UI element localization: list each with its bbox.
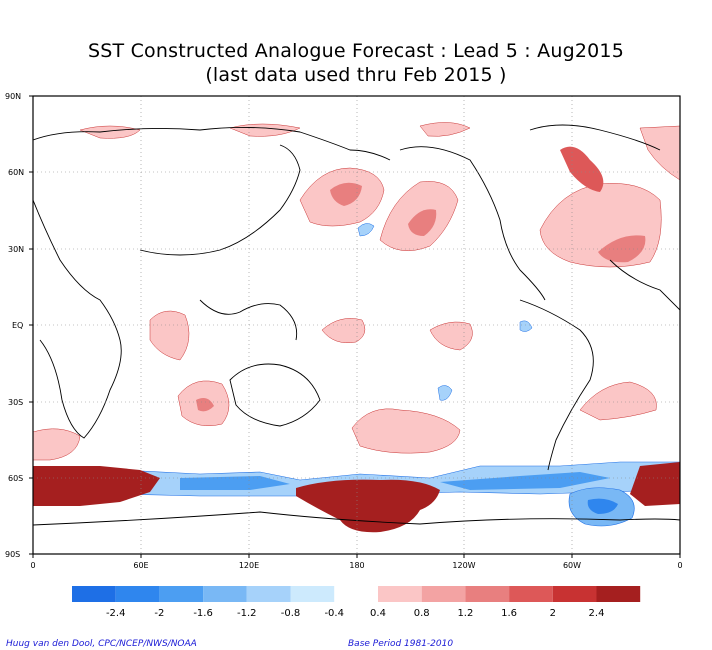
lon-label-180: 180 <box>349 561 364 570</box>
pos-anomaly-se-indian-core <box>196 398 214 412</box>
colorbar-neg-label: -2.4 <box>106 608 126 619</box>
colorbar-pos-swatch <box>378 586 422 602</box>
colorbar-pos-swatch <box>596 586 641 602</box>
graticule <box>33 96 680 554</box>
colorbar: -2.4 -2 -1.6 -1.2 -0.8 -0.4 0.4 0.8 1.2 1.6 2 2.4 <box>72 586 641 619</box>
pos-anomaly-south-africa <box>33 428 81 461</box>
colorbar-neg-label: -1.6 <box>193 608 213 619</box>
pos-anomaly-south-pacific <box>351 408 461 454</box>
map-subtitle: (last data used thru Feb 2015 ) <box>205 64 507 86</box>
colorbar-neg-label: -2 <box>154 608 164 619</box>
lon-label-120e: 120E <box>239 561 259 570</box>
lat-label-60s: 60S <box>8 474 23 483</box>
colorbar-neg-swatch <box>159 586 204 602</box>
pos-anomaly-east-pacific <box>429 321 473 351</box>
pos-anomaly-weddell <box>630 462 680 506</box>
footer-base-period: Base Period 1981-2010 <box>348 639 454 649</box>
pos-anomaly-arctic <box>79 122 471 139</box>
colorbar-pos-label: 2.4 <box>589 608 605 619</box>
pos-anomaly-central-pacific <box>321 318 366 343</box>
colorbar-neg-swatch <box>203 586 247 602</box>
colorbar-neg-swatch <box>290 586 335 602</box>
lat-label-eq: EQ <box>12 321 23 330</box>
pos-anomaly-indian-southern <box>33 466 160 506</box>
pos-anomaly-indian-ocean <box>149 310 190 361</box>
colorbar-neg-label: -0.4 <box>324 608 344 619</box>
coastlines <box>33 124 680 526</box>
neg-anomaly-north-pacific <box>357 223 375 237</box>
lon-label-120w: 120W <box>452 561 475 570</box>
colorbar-neg-label: -1.2 <box>237 608 257 619</box>
lat-label-90s: 90S <box>5 550 20 559</box>
pos-anomaly-north-pacific-west-core <box>330 182 362 206</box>
colorbar-pos-swatch <box>552 586 597 602</box>
lat-label-30s: 30S <box>8 398 23 407</box>
map-title: SST Constructed Analogue Forecast : Lead… <box>88 40 624 62</box>
pos-anomaly-arctic-east <box>639 125 680 181</box>
lon-label-0-right: 0 <box>677 561 682 570</box>
colorbar-neg-swatch <box>72 586 116 602</box>
footer-credit: Huug van den Dool, CPC/NCEP/NWS/NOAA <box>6 639 197 649</box>
anomaly-fields <box>33 96 680 554</box>
neg-anomaly-east-pacific <box>437 320 533 401</box>
colorbar-pos-label: 0.8 <box>414 608 430 619</box>
lon-label-0-left: 0 <box>30 561 35 570</box>
lon-label-60e: 60E <box>133 561 148 570</box>
colorbar-pos-label: 2 <box>550 608 556 619</box>
colorbar-pos-swatch <box>465 586 510 602</box>
colorbar-pos-swatch <box>421 586 466 602</box>
lat-label-60n: 60N <box>8 168 24 177</box>
colorbar-neg-swatch <box>115 586 160 602</box>
pos-anomaly-ross-sea <box>296 479 440 533</box>
lon-label-60w: 60W <box>563 561 581 570</box>
colorbar-pos-swatch <box>509 586 553 602</box>
colorbar-neg-label: -0.8 <box>281 608 301 619</box>
pos-anomaly-north-pacific-east-core <box>408 209 437 236</box>
lat-label-90n: 90N <box>5 92 21 101</box>
neg-anomaly-southern-core <box>180 472 610 490</box>
pos-anomaly-south-atlantic <box>579 381 657 421</box>
colorbar-pos-label: 1.6 <box>501 608 517 619</box>
colorbar-pos-label: 1.2 <box>457 608 473 619</box>
neg-anomaly-south-atlantic-core <box>587 498 618 514</box>
lat-label-30n: 30N <box>8 245 24 254</box>
pos-anomaly-labrador <box>560 146 604 192</box>
colorbar-pos-label: 0.4 <box>370 608 386 619</box>
axis-ticks <box>29 95 681 558</box>
colorbar-neg-swatch <box>246 586 291 602</box>
